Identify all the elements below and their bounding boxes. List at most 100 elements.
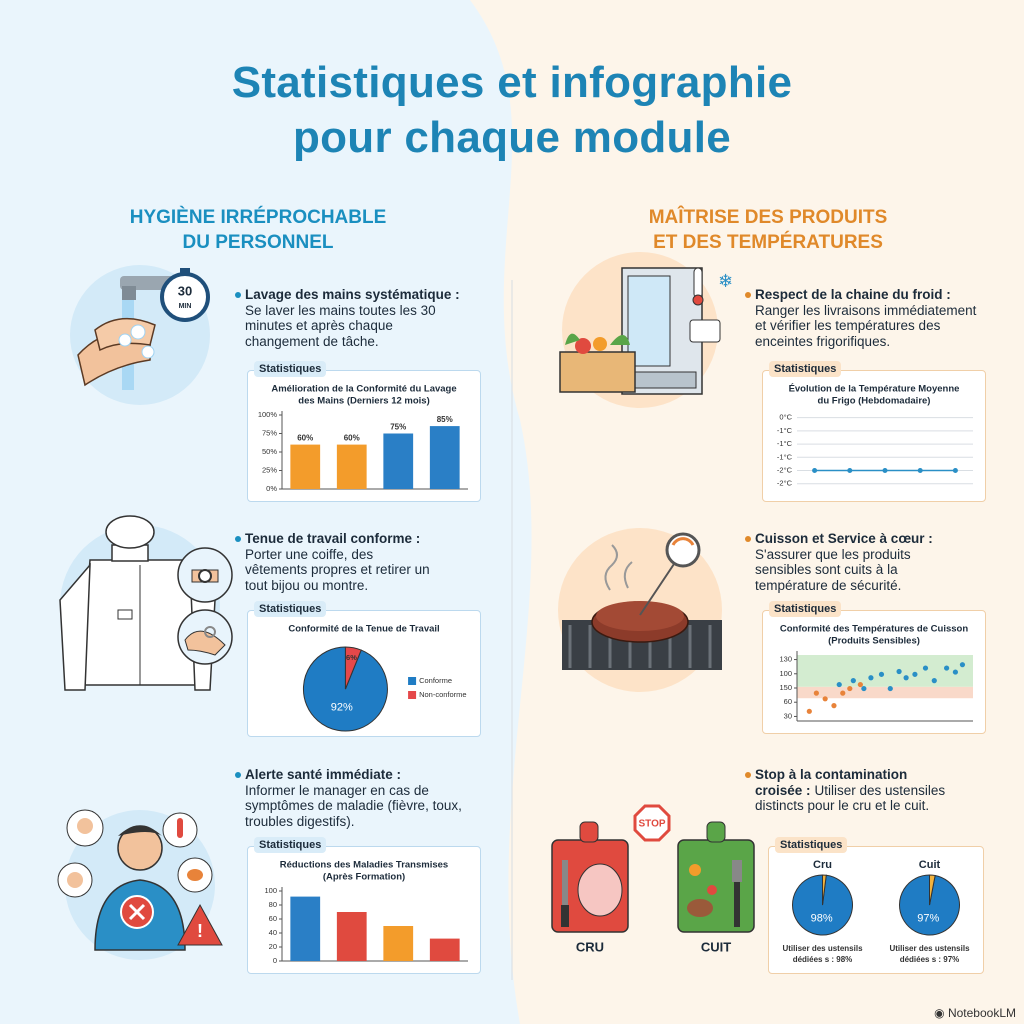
- stat-card: Statistiques Évolution de la Température …: [762, 361, 986, 502]
- point: [812, 468, 818, 473]
- point: [887, 685, 893, 692]
- stat-tag: Statistiques: [769, 361, 842, 377]
- bar: [290, 896, 321, 961]
- value-label: 85%: [437, 415, 453, 424]
- point: [806, 708, 812, 714]
- bullet: [235, 292, 241, 298]
- text-line: Alerte santé immédiate :: [235, 767, 462, 783]
- text-line: croisée : Utiliser des ustensiles: [755, 783, 945, 799]
- bullet: [235, 772, 241, 778]
- legend-label: Non-conforme: [419, 690, 467, 699]
- board-label: CUIT: [701, 939, 731, 954]
- body-text: distincts pour le cru et le cuit.: [755, 798, 930, 813]
- section-heading: HYGIÈNE IRRÉPROCHABLE: [129, 207, 387, 228]
- text-item: Alerte santé immédiate : Informer le mana…: [235, 767, 462, 830]
- y-tick-label: 0°C: [779, 413, 792, 422]
- title: pour chaque module: [292, 113, 732, 162]
- chart-title: du Frigo (Hebdomadaire): [818, 396, 931, 407]
- brand: ◉ NotebookLM: [934, 1006, 1016, 1020]
- chart-title: Cuit: [919, 859, 941, 871]
- stop-sign: STOP: [638, 819, 665, 830]
- stat-tag: Statistiques: [254, 837, 327, 853]
- chart-title: Conformité de la Tenue de Travail: [288, 624, 439, 635]
- y-tick-label: 0%: [266, 484, 277, 493]
- brand-name: NotebookLM: [947, 1006, 1016, 1020]
- body-text: tout bijou ou montre.: [245, 577, 369, 593]
- stat-card: Statistiques Conformité de la Tenue de Tr…: [247, 601, 481, 737]
- bold-text: Cuisson et Service à cœur :: [755, 531, 933, 546]
- text-line: Lavage des mains systématique :: [235, 287, 460, 303]
- point: [903, 675, 909, 681]
- timer-unit: MIN: [179, 303, 192, 310]
- y-tick-label: -1°C: [777, 439, 793, 448]
- caption: Utiliser des ustensils: [782, 944, 863, 953]
- section-heading: DU PERSONNEL: [182, 232, 334, 253]
- chart-title: Évolution de la Température Moyenne: [789, 384, 960, 395]
- point: [840, 690, 846, 696]
- chart-title: (Produits Sensibles): [828, 636, 920, 647]
- point: [868, 675, 874, 681]
- point: [931, 678, 937, 684]
- chart: Conformité de la Tenue de Travail 92% 6% Co…: [288, 624, 467, 732]
- text-line: et vérifier les températures des: [755, 318, 976, 334]
- bar: [383, 433, 414, 489]
- bold-text: Respect de la chaine du froid :: [755, 287, 951, 302]
- value-label: 92%: [331, 701, 353, 713]
- bar: [429, 938, 460, 961]
- y-tick-label: 30: [784, 711, 792, 720]
- text-line: Stop à la contamination: [745, 767, 945, 783]
- text-line: sensibles sont cuits à la: [755, 562, 933, 578]
- chart-title: Amélioration de la Conformité du Lavage: [271, 384, 456, 395]
- text-item: Respect de la chaine du froid : Ranger le…: [745, 287, 976, 349]
- text-line: Porter une coiffe, des: [245, 547, 430, 563]
- y-tick-label: -2°C: [777, 465, 793, 474]
- chart: Cru 98% Utiliser des ustensils dédiées s : …: [782, 859, 863, 964]
- chart: Conformité des Températures de Cuisson(P…: [779, 624, 973, 722]
- bullet: [235, 536, 241, 542]
- bar: [383, 926, 414, 961]
- chart-title: des Mains (Derniers 12 mois): [298, 396, 429, 407]
- value-label: 98%: [811, 912, 833, 924]
- point: [847, 468, 853, 473]
- text-item: Lavage des mains systématique : Se laver …: [235, 287, 460, 349]
- point: [952, 468, 958, 473]
- point: [878, 671, 885, 677]
- text-line: minutes et après chaque: [245, 318, 460, 334]
- caption: Utiliser des ustensils: [889, 944, 970, 953]
- body-text: et vérifier les températures des: [755, 318, 941, 333]
- chart-title: (Après Formation): [323, 872, 405, 883]
- svg-text:❄: ❄: [718, 271, 733, 291]
- text-line: Ranger les livraisons immédiatement: [755, 303, 976, 319]
- chart-title: Réductions des Maladies Transmises: [280, 860, 448, 871]
- band: [797, 686, 973, 699]
- text-line: troubles digestifs).: [245, 814, 462, 830]
- value-label: 60%: [344, 434, 360, 443]
- text-line: vêtements propres et retirer un: [245, 562, 430, 578]
- stat-tag: Statistiques: [254, 361, 327, 377]
- body-text: S'assurer que les produits: [755, 546, 911, 562]
- y-tick-label: 60: [269, 914, 277, 923]
- chart: Réductions des Maladies Transmises(Après…: [264, 860, 468, 965]
- chart: Cuit 97% Utiliser des ustensils dédiées s :…: [889, 859, 970, 964]
- body-text: Utiliser des ustensiles: [814, 782, 946, 798]
- bullet: [745, 772, 751, 778]
- bold-text: croisée :: [755, 782, 811, 798]
- point: [822, 696, 828, 702]
- point: [959, 662, 966, 668]
- text-line: S'assurer que les produits: [755, 547, 933, 563]
- pie-slice: [929, 874, 936, 906]
- bold-text: Alerte santé immédiate :: [245, 767, 402, 782]
- stat-tag: Statistiques: [769, 601, 842, 617]
- body-text: symptômes de maladie (fièvre, toux,: [245, 798, 462, 813]
- text-line: Informer le manager en cas de: [245, 783, 462, 799]
- y-tick-label: -1°C: [777, 452, 793, 461]
- point: [922, 665, 929, 671]
- y-tick-label: -2°C: [777, 479, 793, 488]
- body-text: Informer le manager en cas de: [245, 782, 429, 798]
- y-tick-label: 130: [779, 655, 792, 664]
- legend-label: Conforme: [419, 676, 452, 685]
- point: [861, 685, 867, 692]
- svg-text:!: !: [197, 921, 203, 941]
